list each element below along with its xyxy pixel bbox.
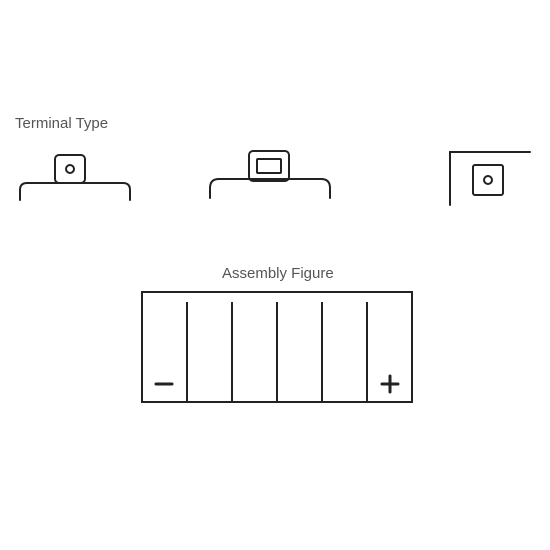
assembly-figure-label: Assembly Figure [222, 265, 334, 282]
terminal-flange-center [205, 143, 335, 203]
terminal-type-label: Terminal Type [15, 115, 108, 132]
terminal-flange-left [15, 145, 135, 205]
assembly-figure-diagram [140, 290, 414, 404]
terminal-corner-right [445, 140, 535, 210]
